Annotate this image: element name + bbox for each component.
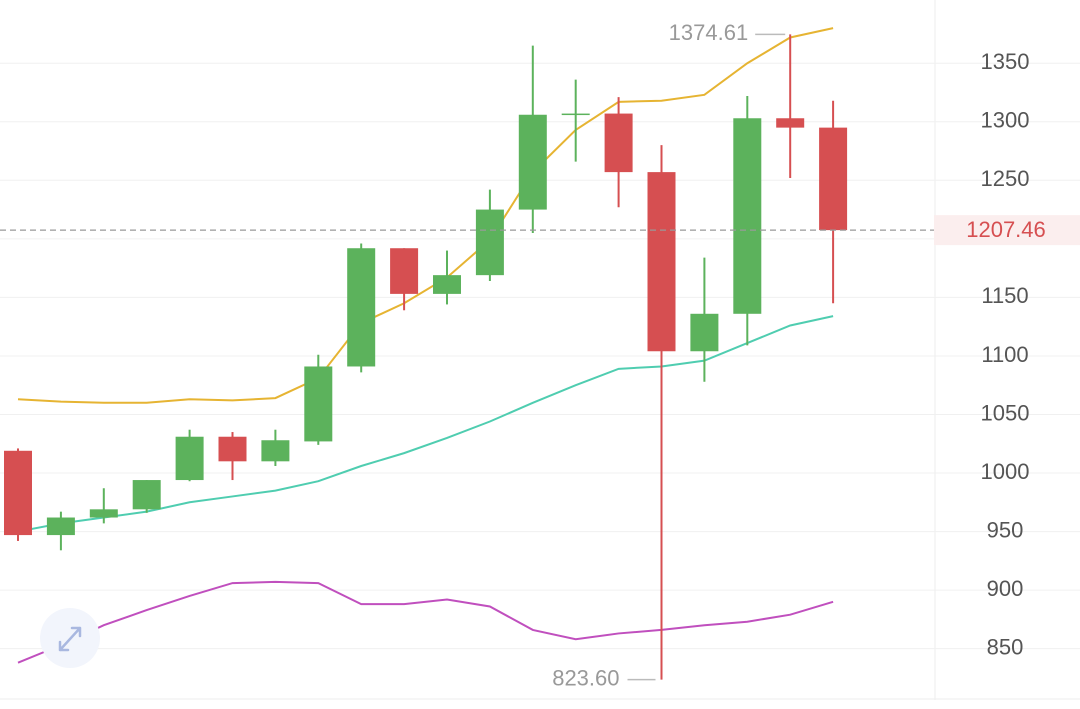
candle-body (475, 209, 504, 276)
candle-body (261, 440, 290, 462)
candle-body (433, 275, 461, 294)
candle-body (690, 313, 719, 352)
candle-body (89, 509, 118, 518)
candle-body (518, 114, 547, 210)
moving-average-line (17, 315, 834, 533)
candle-body (304, 366, 333, 442)
candle-body (819, 127, 848, 231)
candle-body (604, 113, 633, 173)
high-marker-label: 1374.61 (669, 20, 749, 45)
grid-layer: 8509009501000105011001150120012501300135… (0, 49, 1080, 659)
last-price-tag (934, 215, 1080, 246)
candle-body (4, 450, 32, 536)
candle-body (561, 113, 590, 116)
candle-layer (4, 34, 848, 680)
y-tick-label: 1000 (981, 459, 1030, 484)
y-tick-label: 1050 (981, 400, 1030, 425)
y-tick-label: 850 (987, 634, 1024, 659)
candle-body (647, 172, 676, 352)
y-tick-label: 1100 (981, 342, 1028, 367)
candle-body (390, 248, 419, 294)
y-tick-label: 1300 (981, 108, 1030, 133)
y-tick-label: 1350 (981, 49, 1030, 74)
y-tick-label: 900 (987, 576, 1024, 601)
low-marker-label: 823.60 (552, 665, 619, 690)
moving-average-line (17, 27, 834, 404)
expand-button[interactable] (40, 608, 100, 668)
ma-layer (17, 27, 834, 664)
y-tick-label: 1150 (981, 283, 1028, 308)
candle-body (46, 517, 75, 536)
candle-body (132, 480, 161, 510)
expand-icon[interactable] (58, 626, 82, 652)
candle-body (733, 118, 762, 314)
annotation-layer: 1207.46 1374.61 823.60 (0, 20, 1080, 690)
last-price-label: 1207.46 (966, 217, 1046, 242)
moving-average-line (17, 580, 834, 664)
candle-body (218, 436, 247, 462)
y-tick-label: 1250 (981, 166, 1030, 191)
candle-body (175, 436, 204, 481)
candle-body (776, 118, 805, 128)
y-tick-label: 950 (987, 517, 1024, 542)
candle-body (347, 248, 376, 367)
